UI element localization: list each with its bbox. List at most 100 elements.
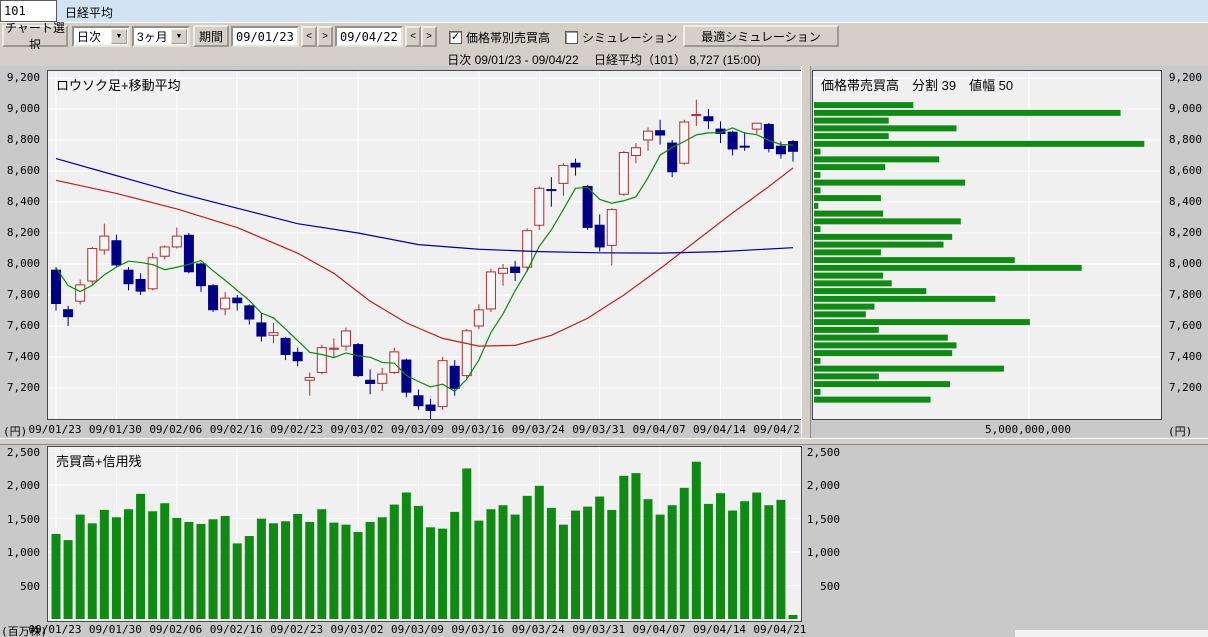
- chevron-down-icon[interactable]: ▼: [171, 29, 187, 44]
- checkbox-box-icon: [565, 31, 578, 44]
- axis-tick-label: 2,000: [806, 479, 840, 493]
- simulation-checkbox[interactable]: シミュレーション: [565, 29, 678, 46]
- moving-averages: [55, 127, 794, 393]
- moving-average-mid: [55, 167, 794, 347]
- axis-tick-label: 8,200: [1168, 225, 1202, 239]
- axis-tick-label: 09/02/16: [209, 423, 263, 436]
- axis-tick-label: 7,800: [1168, 287, 1202, 301]
- date-to-next-button[interactable]: >: [421, 26, 437, 47]
- axis-tick-label: 2,000: [6, 479, 40, 493]
- axis-tick-label: 2,500: [6, 445, 40, 459]
- candlestick-chart-svg: [48, 71, 801, 419]
- volume-by-price-checkbox[interactable]: ✓ 価格帯別売買高: [449, 29, 550, 46]
- volume-axis-right: 500 1,000 1,500 2,000 2,500: [800, 66, 840, 637]
- moving-average-long: [55, 158, 794, 254]
- chart-area: 7,200 7,400 7,600 7,800 8,000 8,200 8,400 8,600…: [0, 66, 1208, 637]
- candlestick-chart-title: ロウソク足+移動平均: [56, 78, 181, 93]
- range-value: 3ヶ月: [137, 30, 168, 44]
- toolbar: チャート選択 日次 ▼ 3ヶ月 ▼ 期間 < > < > ✓ 価格帯別売買高 シ…: [0, 21, 1208, 52]
- axis-tick-label: 7,200: [1168, 380, 1202, 394]
- axis-tick-label: 8,400: [6, 194, 40, 208]
- volume-by-price-checkbox-label: 価格帯別売買高: [466, 31, 551, 45]
- price-axis-left: 7,200 7,400 7,600 7,800 8,000 8,200 8,400 8,600…: [0, 66, 40, 440]
- volume-bars: [51, 461, 798, 619]
- date-axis-main: 09/01/23 09/01/30 09/02/06 09/02/16 09/02/23…: [0, 66, 810, 637]
- date-from-input[interactable]: [231, 26, 299, 47]
- axis-tick-label: 09/03/09: [390, 623, 444, 636]
- date-from-prev-button[interactable]: <: [301, 26, 317, 47]
- axis-tick-label: 09/03/02: [330, 623, 384, 636]
- axis-tick-label: 8,800: [6, 132, 40, 146]
- moving-average-short: [55, 127, 794, 393]
- axis-tick-label: 9,200: [6, 70, 40, 84]
- axis-tick-label: 09/01/23: [28, 623, 82, 636]
- axis-tick-label: 8,800: [1168, 132, 1202, 146]
- axis-tick-label: 8,000: [1168, 256, 1202, 270]
- axis-tick-label: 09/03/16: [451, 423, 505, 436]
- simulation-checkbox-label: シミュレーション: [582, 31, 678, 45]
- axis-tick-label: 09/02/23: [270, 623, 324, 636]
- date-to-prev-button[interactable]: <: [405, 26, 421, 47]
- frequency-dropdown[interactable]: 日次 ▼: [72, 26, 130, 47]
- axis-tick-label: 9,000: [1168, 101, 1202, 115]
- checkbox-check-icon: ✓: [449, 31, 462, 44]
- axis-tick-label: 1,000: [806, 546, 840, 560]
- axis-tick-label: 2,500: [806, 445, 840, 459]
- status-bar: 日次 09/01/23 - 09/04/22 日経平均（101） 8,727 (…: [0, 49, 1208, 67]
- axis-tick-label: 09/02/06: [149, 623, 203, 636]
- stock-name-label: 日経平均: [65, 6, 114, 20]
- axis-tick-label: 8,400: [1168, 194, 1202, 208]
- axis-tick-label: 7,200: [6, 380, 40, 394]
- axis-tick-label: 09/02/23: [270, 423, 324, 436]
- vertical-splitter[interactable]: [801, 66, 811, 439]
- candles: [51, 99, 798, 419]
- date-from-next-button[interactable]: >: [317, 26, 333, 47]
- axis-tick-label: 09/02/16: [209, 623, 263, 636]
- axis-tick-label: 9,200: [1168, 70, 1202, 84]
- axis-tick-label: 09/04/07: [632, 623, 686, 636]
- price-unit-label-right: (円): [1168, 425, 1193, 438]
- axis-tick-label: 8,200: [6, 225, 40, 239]
- bottom-right-strip: [1015, 630, 1208, 637]
- axis-tick-label: 8,600: [1168, 163, 1202, 177]
- price-axis-right: 7,200 7,400 7,600 7,800 8,000 8,200 8,400 8,600…: [1166, 66, 1202, 440]
- axis-tick-label: 1,000: [6, 546, 40, 560]
- volume-chart-svg: [48, 447, 801, 619]
- chevron-down-icon[interactable]: ▼: [111, 29, 127, 44]
- axis-tick-label: 09/04/14: [693, 623, 746, 636]
- period-button[interactable]: 期間: [193, 25, 229, 47]
- volume-by-price-svg: [813, 71, 1161, 419]
- axis-tick-label: 09/03/02: [330, 423, 384, 436]
- axis-tick-label: 1,500: [6, 512, 40, 526]
- axis-tick-label: 8,000: [6, 256, 40, 270]
- volume-by-price-chart: 価格帯売買高 分割 39 値幅 50: [812, 70, 1162, 420]
- axis-tick-label: 09/03/09: [390, 423, 444, 436]
- chart-select-button[interactable]: チャート選択: [2, 21, 68, 52]
- axis-tick-label: 09/03/31: [572, 623, 626, 636]
- price-volume-bars: [814, 102, 1145, 403]
- title-strip: 日経平均: [0, 0, 1208, 22]
- axis-tick-label: 09/03/16: [451, 623, 505, 636]
- optimal-simulation-button[interactable]: 最適シミュレーション: [683, 25, 839, 47]
- stock-code-input[interactable]: [0, 0, 57, 22]
- axis-tick-label: 09/01/23: [28, 423, 82, 436]
- axis-tick-label: 09/03/24: [511, 623, 565, 636]
- axis-tick-label: 09/03/24: [511, 423, 565, 436]
- axis-tick-label: 09/04/14: [693, 423, 746, 436]
- frequency-value: 日次: [77, 30, 102, 44]
- volume-unit-label: (百万株): [1, 625, 48, 637]
- axis-tick-label: 500: [20, 579, 40, 593]
- axis-tick-label: 7,400: [1168, 349, 1202, 363]
- gridlines: [813, 71, 1161, 419]
- axis-tick-label: 09/02/06: [149, 423, 203, 436]
- volume-by-price-title: 価格帯売買高 分割 39 値幅 50: [821, 78, 1014, 93]
- horizontal-splitter[interactable]: [0, 438, 1208, 445]
- axis-tick-label: 09/04/21: [753, 623, 807, 636]
- date-to-input[interactable]: [335, 26, 403, 47]
- axis-tick-label: 09/04/07: [632, 423, 686, 436]
- volume-chart-title: 売買高+信用残: [56, 454, 142, 469]
- axis-tick-label: 7,600: [6, 318, 40, 332]
- range-dropdown[interactable]: 3ヶ月 ▼: [132, 26, 190, 47]
- axis-tick-label: 500: [820, 579, 840, 593]
- candlestick-chart: ロウソク足+移動平均: [47, 70, 802, 420]
